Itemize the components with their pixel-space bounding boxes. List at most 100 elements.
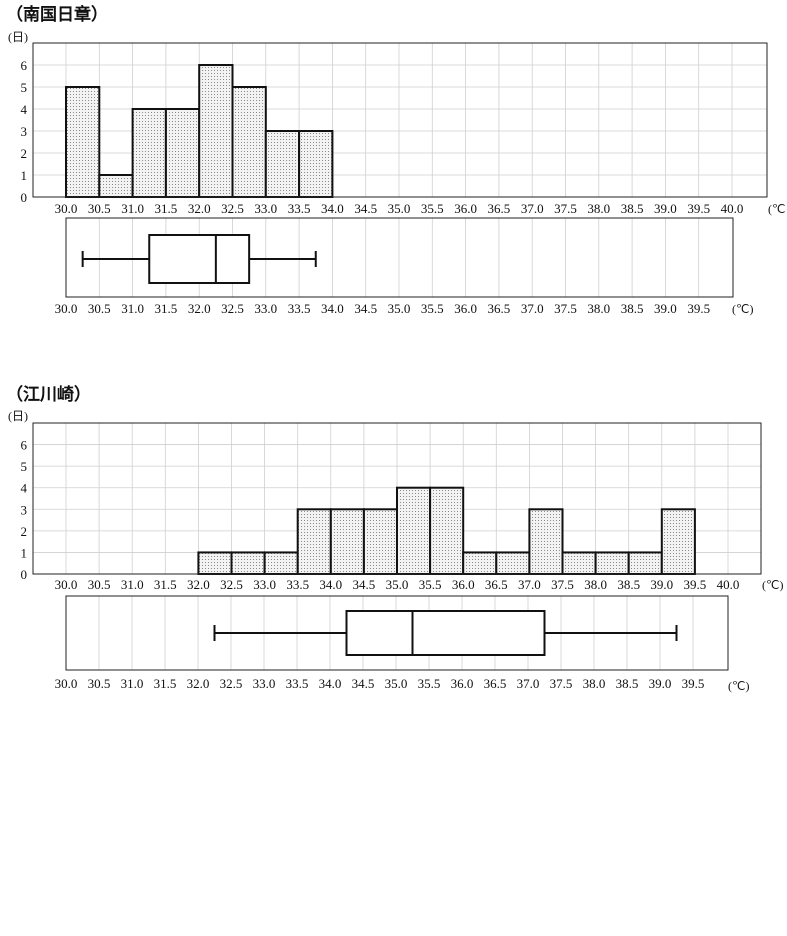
box-x-tick-label: 37.0 [521, 301, 544, 316]
y-tick-label: 1 [21, 168, 28, 183]
x-tick-label: 30.5 [88, 577, 111, 592]
x-tick-label: 33.0 [254, 201, 277, 216]
x-tick-label: 34.0 [319, 577, 342, 592]
box-x-axis-unit: (℃) [728, 679, 749, 693]
x-tick-label: 39.5 [684, 577, 707, 592]
histogram-bar [429, 486, 465, 576]
x-tick-label: 36.5 [485, 577, 508, 592]
histogram-frame [32, 42, 768, 198]
box-x-tick-label: 39.0 [654, 301, 677, 316]
box-x-tick-label: 34.5 [354, 301, 377, 316]
x-tick-label: 39.0 [654, 201, 677, 216]
box-x-tick-label: 34.5 [352, 676, 375, 691]
x-tick-label: 38.0 [587, 201, 610, 216]
histogram-bar [263, 551, 299, 576]
histogram-frame [32, 422, 762, 575]
histogram-bar [197, 551, 233, 576]
x-tick-label: 31.5 [155, 201, 178, 216]
histogram-bar [164, 108, 201, 198]
box-x-axis-unit: (℃) [732, 302, 753, 316]
histogram-bar [329, 508, 365, 575]
x-tick-label: 35.5 [419, 577, 442, 592]
x-tick-label: 34.5 [354, 201, 377, 216]
histogram-bar [396, 486, 432, 576]
x-tick-label: 37.0 [518, 577, 541, 592]
x-tick-label: 34.5 [353, 577, 376, 592]
x-tick-label: 37.0 [521, 201, 544, 216]
x-axis-unit: (℃ [768, 202, 785, 216]
histogram-bar [462, 551, 498, 576]
x-axis-unit: (℃) [762, 578, 783, 592]
x-tick-label: 30.5 [88, 201, 111, 216]
boxplot-box [148, 234, 251, 284]
y-tick-label: 5 [21, 80, 28, 95]
box-x-tick-label: 30.0 [55, 676, 78, 691]
box-x-tick-label: 38.5 [621, 301, 644, 316]
box-x-tick-label: 31.5 [155, 301, 178, 316]
y-tick-label: 0 [21, 567, 28, 582]
x-tick-label: 31.0 [121, 577, 144, 592]
box-x-tick-label: 30.0 [55, 301, 78, 316]
box-x-tick-label: 39.5 [687, 301, 710, 316]
box-x-tick-label: 38.0 [587, 301, 610, 316]
box-x-tick-label: 35.0 [388, 301, 411, 316]
boxplot-box [345, 610, 546, 656]
histogram-bar [231, 86, 267, 198]
y-tick-label: 2 [21, 146, 28, 161]
box-x-tick-label: 34.0 [321, 301, 344, 316]
box-x-tick-label: 37.5 [554, 301, 577, 316]
x-tick-label: 40.0 [717, 577, 740, 592]
chart-title: （南国日章） [6, 4, 108, 25]
x-tick-label: 35.0 [386, 577, 409, 592]
box-x-tick-label: 35.5 [418, 676, 441, 691]
box-x-tick-label: 34.0 [319, 676, 342, 691]
box-x-tick-label: 39.5 [682, 676, 705, 691]
box-x-tick-label: 36.0 [454, 301, 477, 316]
x-tick-label: 39.0 [650, 577, 673, 592]
box-x-tick-label: 35.5 [421, 301, 444, 316]
histogram-bar [298, 130, 334, 198]
x-tick-label: 40.0 [721, 201, 744, 216]
histogram-bar [264, 130, 301, 198]
x-tick-label: 38.0 [584, 577, 607, 592]
x-tick-label: 35.5 [421, 201, 444, 216]
x-tick-label: 36.5 [488, 201, 511, 216]
box-x-tick-label: 31.5 [154, 676, 177, 691]
box-x-tick-label: 36.5 [488, 301, 511, 316]
histogram-bar [362, 508, 398, 575]
y-axis-label: (日) [8, 409, 28, 423]
box-x-tick-label: 31.0 [121, 676, 144, 691]
y-tick-label: 2 [21, 524, 28, 539]
histogram-bar [65, 86, 101, 198]
box-x-tick-label: 35.0 [385, 676, 408, 691]
box-x-tick-label: 38.5 [616, 676, 639, 691]
x-tick-label: 34.0 [321, 201, 344, 216]
x-tick-label: 37.5 [551, 577, 574, 592]
y-tick-label: 4 [21, 102, 28, 117]
x-tick-label: 32.0 [188, 201, 211, 216]
box-x-tick-label: 30.5 [88, 301, 111, 316]
boxplot-frame [65, 217, 734, 298]
histogram-bar [660, 508, 696, 575]
box-x-tick-label: 32.0 [187, 676, 210, 691]
box-x-tick-label: 33.0 [253, 676, 276, 691]
histogram-bar [528, 508, 564, 575]
histogram-bar [594, 551, 630, 576]
x-tick-label: 39.5 [687, 201, 710, 216]
x-tick-label: 38.5 [617, 577, 640, 592]
box-x-tick-label: 36.5 [484, 676, 507, 691]
box-x-tick-label: 32.0 [188, 301, 211, 316]
x-tick-label: 32.0 [187, 577, 210, 592]
x-tick-label: 30.0 [55, 201, 78, 216]
histogram-bar [627, 551, 663, 576]
x-tick-label: 37.5 [554, 201, 577, 216]
chart-title: （江川崎） [6, 384, 91, 405]
y-tick-label: 4 [21, 481, 28, 496]
x-tick-label: 31.5 [154, 577, 177, 592]
x-tick-label: 33.5 [288, 201, 311, 216]
x-tick-label: 33.0 [253, 577, 276, 592]
box-x-tick-label: 32.5 [220, 676, 243, 691]
box-x-tick-label: 33.0 [254, 301, 277, 316]
histogram-bar [561, 551, 597, 576]
